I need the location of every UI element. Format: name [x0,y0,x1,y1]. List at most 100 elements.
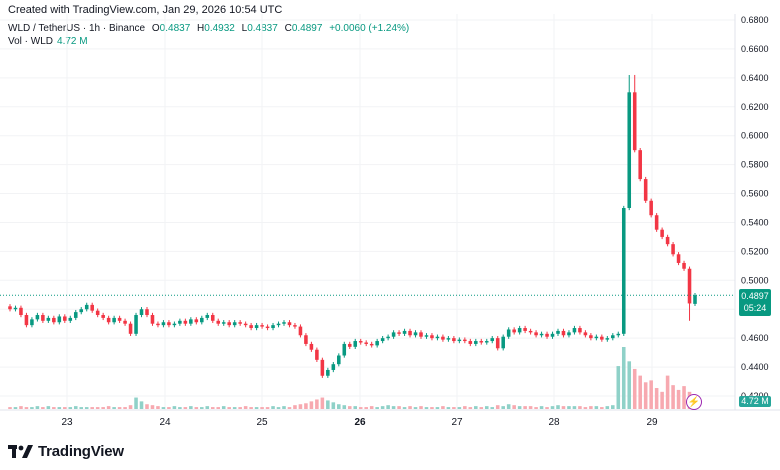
candle-body [90,304,94,311]
candle-body [276,323,281,326]
volume-bar [276,407,281,409]
candle-body [304,335,308,344]
volume-bar [342,405,347,409]
volume-bar [145,404,149,409]
tradingview-logo-text: TradingView [38,442,124,460]
volume-bar [139,401,144,409]
last-price-value: 0.4897 [741,291,769,301]
candle-body [578,328,582,333]
candle-body [572,328,577,333]
price-tick-label: 0.6000 [741,131,769,141]
volume-bar [463,406,467,409]
candle-body [232,322,237,326]
candle-body [424,335,429,337]
volume-bar [484,406,489,409]
candle-body [654,215,659,230]
lightning-icon[interactable]: ⚡ [686,394,702,410]
candle-body [369,343,374,346]
volume-bar [8,407,12,409]
price-tick-label: 0.5800 [741,160,769,170]
candle-body [13,307,18,310]
volume-bar [561,406,566,409]
volume-bar [567,406,571,409]
volume-bar [600,407,604,409]
price-axis: 0.6800 0.6600 0.6400 0.6200 0.6000 0.5800 0.56… [741,15,769,401]
symbol-description[interactable]: WLD / TetherUS · 1h · Binance [8,23,146,34]
volume-label[interactable]: Vol · WLD [8,36,54,47]
tradingview-logo-icon [8,445,33,458]
candle-body [282,322,286,324]
candle-body [545,333,549,337]
candle-body [46,317,51,321]
candle-body [413,332,418,336]
volume-bar [375,407,379,409]
candle-body [506,329,511,337]
volume-bar [172,406,177,409]
volume-bar [106,406,111,409]
volume-bar [19,406,23,409]
volume-bar [578,406,582,409]
volume-bar [287,407,292,409]
candle-body [238,322,242,324]
volume-bar [117,407,122,409]
close-value: 0.4897 [291,23,323,34]
candle-body [589,335,593,339]
candle-body [501,336,505,349]
candle-body [621,208,626,334]
volume-bar [627,361,632,409]
volume-bar [501,406,505,409]
volume-bar [654,388,659,409]
volume-bar [402,407,407,409]
volume-bar [128,405,133,409]
candle-body [112,317,116,323]
volume-bar [517,406,522,409]
volume-bar [238,407,242,409]
candle-body [254,325,259,329]
candle-body [189,319,193,324]
candle-body [342,343,347,356]
volume-bar [605,406,610,409]
volume-bar [293,405,297,409]
candle-body [331,364,336,370]
volume-bar [583,407,588,409]
candle-body [298,326,303,336]
candle-body [57,316,62,323]
volume-bar [41,407,45,409]
candle-body [380,338,385,342]
candle-body [128,323,133,334]
candle-body [375,341,379,346]
volume-bar [298,404,303,409]
volume-bar [479,407,484,409]
low-label: L [241,23,248,34]
volume-bar [79,407,84,409]
price-tick-label: 0.6600 [741,44,769,54]
candle-body [101,315,105,318]
open-label: O [151,23,160,34]
time-tick-label: 24 [159,417,171,428]
candle-body [145,309,149,316]
time-tick-label: 28 [548,417,560,428]
volume-bar [189,406,193,409]
candle-body [63,316,67,321]
tradingview-logo[interactable]: TradingView [8,441,124,461]
low-value: 0.4837 [247,23,278,34]
volume-bar [408,406,412,409]
volume-bar [380,406,385,409]
volume-bar [52,407,56,409]
candle-body [391,332,396,337]
candle-body [687,268,692,304]
volume-bar [446,407,451,409]
candle-body [627,92,632,208]
volume-bar [369,406,374,409]
volume-bars [8,347,697,409]
volume-bar [550,406,555,409]
candle-body [8,306,12,310]
volume-bar [534,407,538,409]
volume-bar [452,407,456,409]
volume-bar [95,407,100,409]
volume-value: 4.72 M [57,36,88,47]
price-tick-label: 0.6800 [741,15,769,25]
change-value: +0.0060 (+1.24%) [329,23,410,34]
candle-body [441,336,445,340]
